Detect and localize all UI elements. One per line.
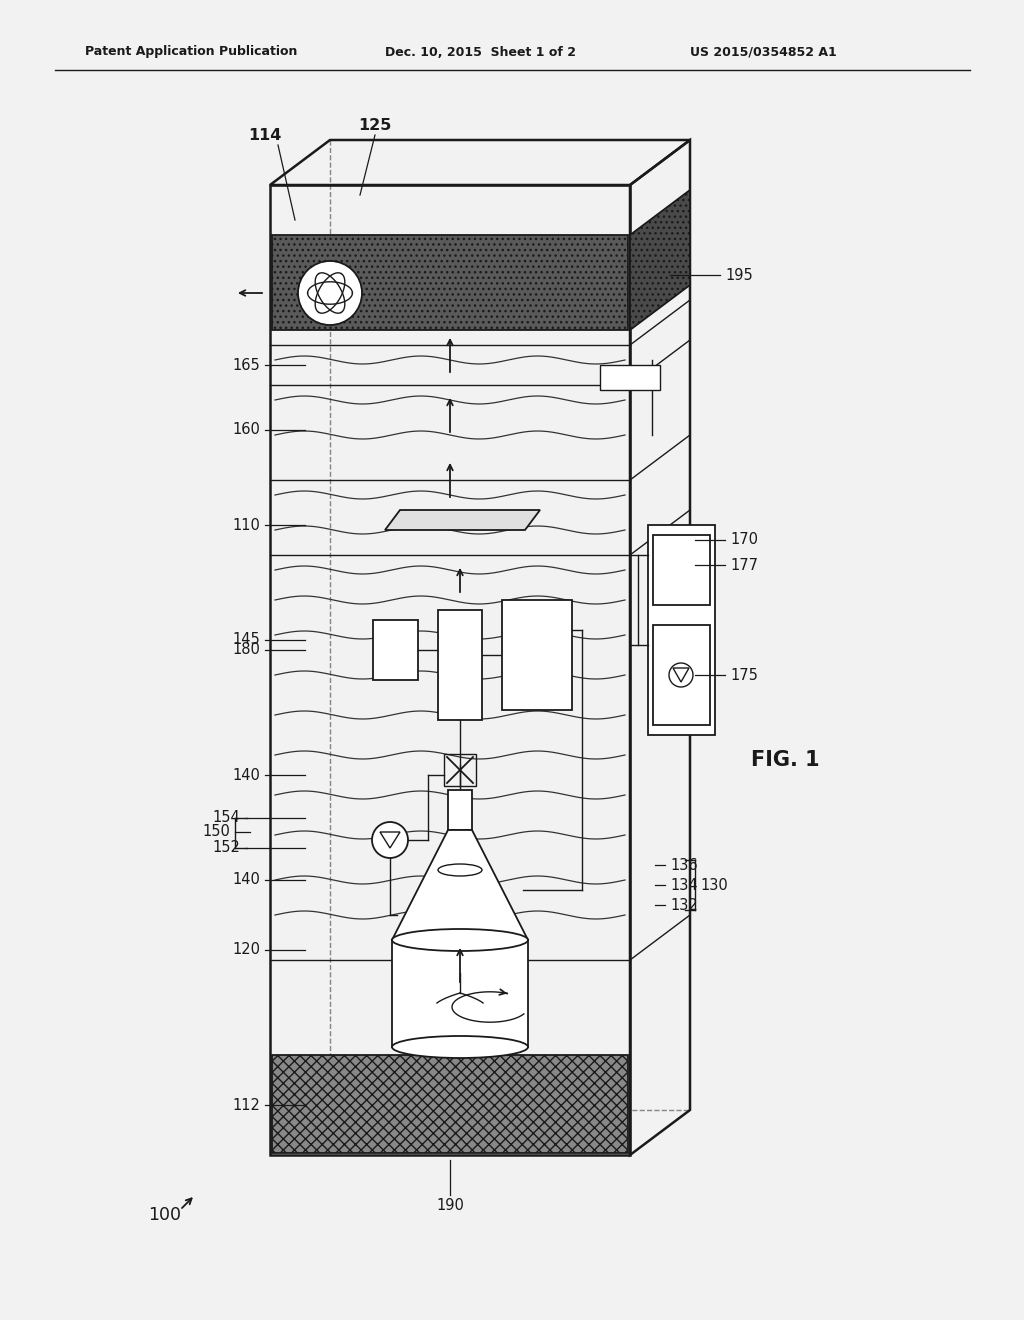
Bar — [648, 525, 715, 735]
Polygon shape — [392, 830, 528, 940]
Bar — [449, 789, 472, 830]
Text: 132: 132 — [670, 898, 697, 912]
Bar — [502, 601, 572, 710]
Text: 195: 195 — [725, 268, 753, 282]
Bar — [270, 185, 630, 1155]
Bar — [444, 754, 476, 785]
Polygon shape — [385, 510, 540, 531]
Text: 145: 145 — [232, 632, 260, 648]
Ellipse shape — [392, 929, 528, 950]
Circle shape — [372, 822, 408, 858]
Text: FIG. 1: FIG. 1 — [751, 750, 819, 770]
Polygon shape — [630, 190, 690, 330]
Text: 134: 134 — [670, 878, 697, 892]
Text: 177: 177 — [730, 557, 758, 573]
Bar — [653, 535, 710, 605]
Bar — [438, 610, 482, 719]
Bar — [392, 940, 528, 1047]
Ellipse shape — [438, 865, 482, 876]
Text: 152: 152 — [212, 841, 240, 855]
Text: 125: 125 — [358, 117, 392, 132]
Text: 175: 175 — [730, 668, 758, 682]
Text: US 2015/0354852 A1: US 2015/0354852 A1 — [690, 45, 837, 58]
Text: 140: 140 — [232, 873, 260, 887]
Bar — [272, 235, 628, 330]
Text: Dec. 10, 2015  Sheet 1 of 2: Dec. 10, 2015 Sheet 1 of 2 — [385, 45, 575, 58]
Text: 140: 140 — [232, 767, 260, 783]
Text: 120: 120 — [232, 942, 260, 957]
Text: Patent Application Publication: Patent Application Publication — [85, 45, 297, 58]
Text: 110: 110 — [232, 517, 260, 532]
Bar — [653, 624, 710, 725]
Bar — [272, 1055, 628, 1152]
Bar — [600, 366, 660, 389]
Text: 112: 112 — [232, 1097, 260, 1113]
Text: 100: 100 — [148, 1206, 181, 1224]
Ellipse shape — [392, 1036, 528, 1059]
Text: 180: 180 — [232, 643, 260, 657]
Text: 114: 114 — [248, 128, 282, 143]
Text: 160: 160 — [232, 422, 260, 437]
Circle shape — [669, 663, 693, 686]
Text: 130: 130 — [700, 878, 728, 892]
Text: 154: 154 — [212, 810, 240, 825]
Text: 165: 165 — [232, 358, 260, 372]
Text: 136: 136 — [670, 858, 697, 873]
Circle shape — [298, 261, 362, 325]
Text: 190: 190 — [436, 1197, 464, 1213]
Text: 150: 150 — [202, 825, 230, 840]
Text: 170: 170 — [730, 532, 758, 548]
Bar — [373, 620, 418, 680]
